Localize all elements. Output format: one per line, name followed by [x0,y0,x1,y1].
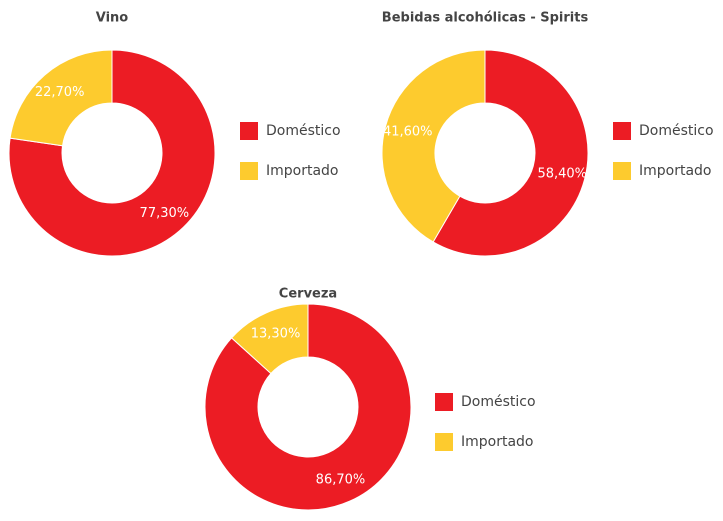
donut-slice [8,49,216,257]
donut-slice [9,49,113,147]
value-label: 22,70% [35,85,85,100]
legend-label: Importado [639,163,712,179]
chart-title: Bebidas alcohólicas - Spirits [382,11,589,26]
legend-swatch [613,122,631,140]
legend-swatch [613,162,631,180]
donut-slice [381,49,486,243]
legend-label: Doméstico [461,394,536,410]
value-label: 13,30% [251,326,301,341]
chart-title: Cerveza [279,287,337,302]
legend-swatch [435,393,453,411]
donut-slice [432,49,589,257]
legend-swatch [435,433,453,451]
legend-label: Doméstico [639,123,714,139]
donut-slice [204,303,412,511]
value-label: 86,70% [316,473,366,488]
donut-slice [230,303,309,375]
value-label: 77,30% [140,206,190,221]
value-label: 41,60% [383,125,433,140]
legend-label: Importado [266,163,339,179]
legend-swatch [240,122,258,140]
legend-label: Importado [461,434,534,450]
legend-label: Doméstico [266,123,341,139]
chart-title: Vino [96,11,129,26]
legend-swatch [240,162,258,180]
value-label: 58,40% [537,166,587,181]
